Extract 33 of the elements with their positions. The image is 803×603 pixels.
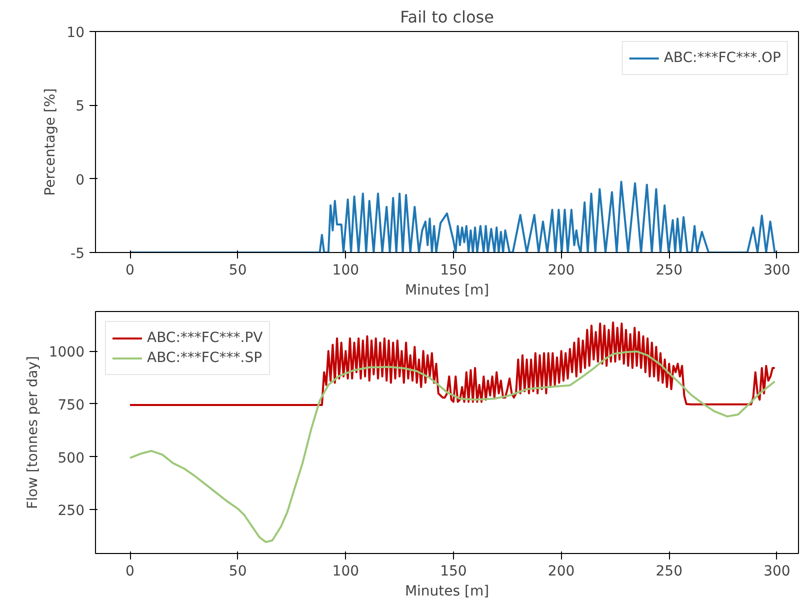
x-tick-label: 50 [228, 262, 247, 278]
line-series [129, 180, 776, 252]
x-tick-label: 100 [332, 564, 360, 580]
y-tick-label: 1000 [48, 344, 85, 361]
x-tick-label: 150 [440, 262, 467, 278]
chart-title: Fail to close [400, 8, 494, 26]
x-tick-label: 100 [332, 262, 360, 278]
y-axis-title: Flow [tonnes per day] [24, 356, 41, 509]
y-axis-title: Percentage [%] [42, 88, 59, 196]
x-tick-label: 250 [656, 262, 682, 278]
x-tick-label: 250 [656, 564, 682, 580]
y-tick-label: -5 [70, 246, 85, 262]
legend-label: ABC:***FC***.SP [147, 350, 262, 366]
legend-label: ABC:***FC***.OP [664, 50, 781, 66]
x-tick-label: 0 [126, 564, 134, 580]
x-tick-label: 200 [548, 262, 575, 278]
y-tick-label: 750 [58, 397, 85, 414]
x-tick-label: 200 [548, 564, 575, 580]
legend-label: ABC:***FC***.PV [147, 330, 263, 346]
x-axis-title: Minutes [m] [404, 282, 490, 298]
y-tick-label: 500 [58, 450, 85, 466]
line-series [129, 350, 776, 544]
y-tick-label: 5 [76, 98, 85, 115]
x-tick-label: 300 [764, 262, 790, 278]
x-tick-label: 150 [440, 564, 467, 580]
y-tick-label: 0 [76, 172, 85, 188]
x-tick-label: 50 [228, 564, 247, 580]
x-tick-label: 300 [764, 564, 790, 580]
y-tick-label: 10 [66, 25, 85, 41]
y-tick-label: 250 [58, 503, 85, 520]
x-axis-title: Minutes [m] [404, 584, 490, 600]
x-tick-label: 0 [126, 262, 134, 278]
line-series [129, 322, 776, 406]
